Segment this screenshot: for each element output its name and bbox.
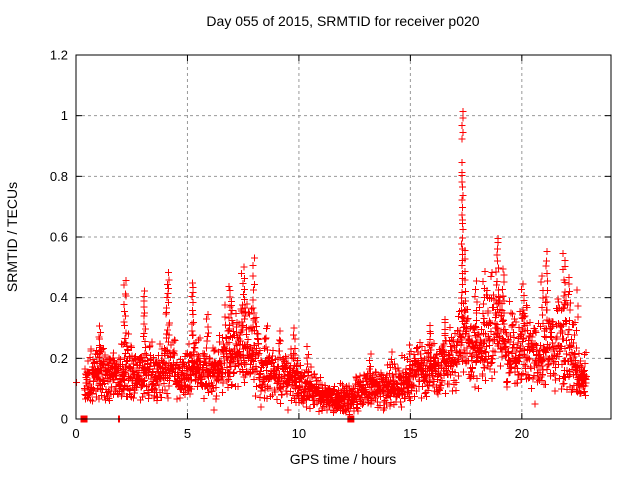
chart-title: Day 055 of 2015, SRMTID for receiver p02…: [206, 13, 479, 29]
x-tick-label: 10: [292, 426, 306, 441]
grid-lines: [76, 55, 611, 419]
y-tick-label: 0: [61, 412, 68, 427]
y-tick-label: 1.2: [50, 48, 68, 63]
y-tick-label: 0.4: [50, 290, 68, 305]
x-tick-label: 15: [403, 426, 417, 441]
srmtid-plus-markers: [73, 108, 590, 423]
y-tick-label: 1: [61, 108, 68, 123]
y-tick-label: 0.8: [50, 169, 68, 184]
data-points: [73, 108, 590, 423]
x-tick-label: 20: [515, 426, 529, 441]
y-tick-label: 0.2: [50, 351, 68, 366]
y-axis-label: SRMTID / TECUs: [4, 182, 20, 292]
y-tick-label: 0.6: [50, 230, 68, 245]
plot-frame-and-ticks: [75, 54, 612, 420]
x-tick-label: 0: [72, 426, 79, 441]
x-axis-label: GPS time / hours: [290, 451, 397, 467]
x-tick-label: 5: [184, 426, 191, 441]
tick-labels: 0 5 10 15 20 0 0.2 0.4 0.6 0.8 1 1.2: [50, 48, 529, 442]
